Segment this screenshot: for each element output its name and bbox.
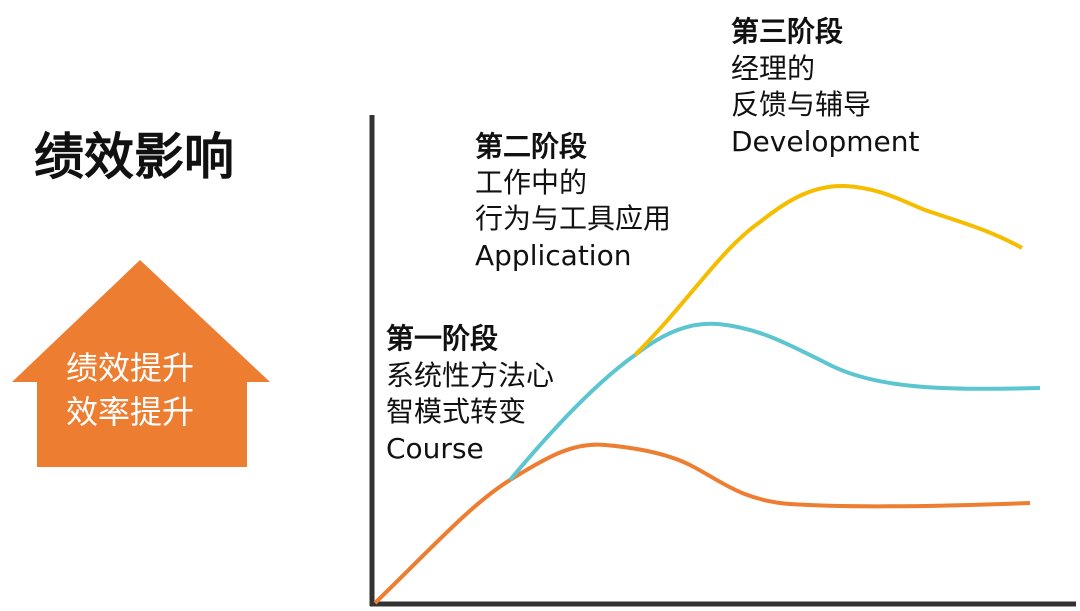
- development-curve: [633, 183, 1023, 357]
- stage-line: 系统性方法心: [386, 359, 555, 392]
- stage-line: Development: [731, 125, 920, 158]
- stage-line: 反馈与辅导: [731, 88, 872, 121]
- badge-line: 绩效提升: [66, 349, 195, 387]
- course-curve: [373, 442, 1031, 605]
- stage-line: Application: [475, 239, 632, 272]
- badge-line: 效率提升: [66, 393, 195, 431]
- stage-line: 工作中的: [475, 166, 588, 199]
- stage-line: Course: [386, 432, 484, 465]
- main-title: 绩效影响: [34, 128, 234, 186]
- stage-line: 智模式转变: [386, 395, 527, 428]
- stage-line: 行为与工具应用: [475, 202, 672, 235]
- stage-title: 第二阶段: [475, 130, 588, 163]
- application-curve: [508, 321, 1041, 482]
- stage-line: 经理的: [731, 52, 816, 85]
- arrow-head: [12, 260, 270, 382]
- stage-title: 第一阶段: [386, 322, 499, 355]
- arrow-body: [37, 381, 247, 467]
- stage-title: 第三阶段: [731, 15, 844, 48]
